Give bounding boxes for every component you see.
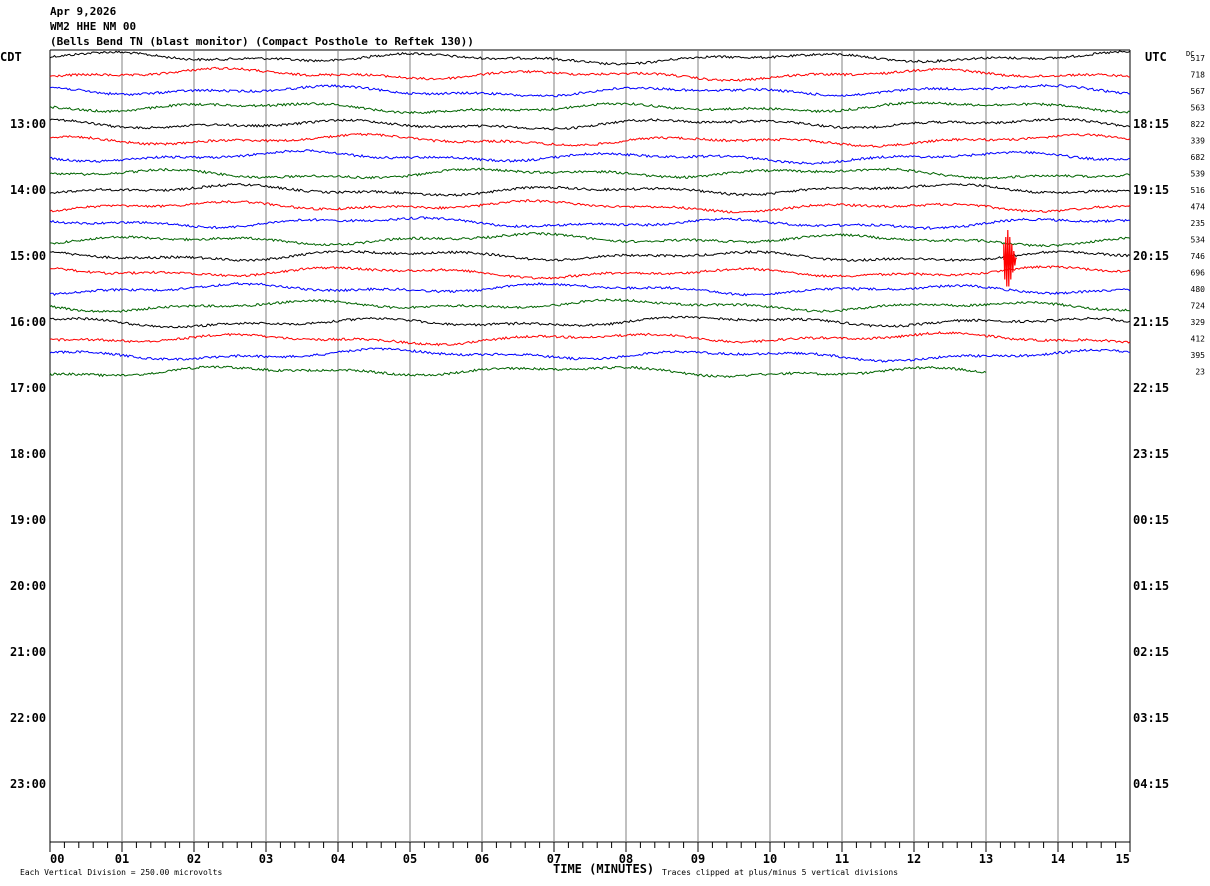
seismic-trace bbox=[49, 132, 1131, 148]
utc-label: UTC bbox=[1145, 50, 1167, 64]
dc-offset-label: 682 bbox=[1191, 153, 1206, 162]
x-tick-label: 02 bbox=[187, 852, 201, 866]
seismic-trace bbox=[49, 298, 1131, 313]
utc-hour-label: 04:15 bbox=[1133, 777, 1169, 791]
utc-hour-label: 18:15 bbox=[1133, 117, 1169, 131]
event-spike bbox=[1003, 229, 1018, 287]
x-tick-label: 11 bbox=[835, 852, 849, 866]
utc-hour-label: 03:15 bbox=[1133, 711, 1169, 725]
x-tick-label: 00 bbox=[50, 852, 64, 866]
seismic-trace bbox=[49, 199, 1131, 214]
x-tick-label: 01 bbox=[115, 852, 129, 866]
dc-offset-label: 822 bbox=[1191, 120, 1206, 129]
clip-note: Traces clipped at plus/minus 5 vertical … bbox=[662, 868, 898, 877]
cdt-hour-label: 21:00 bbox=[10, 645, 46, 659]
x-tick-label: 13 bbox=[979, 852, 993, 866]
cdt-hour-label: 15:00 bbox=[10, 249, 46, 263]
seismic-trace bbox=[49, 149, 1131, 165]
utc-hour-label: 21:15 bbox=[1133, 315, 1169, 329]
x-tick-label: 14 bbox=[1051, 852, 1065, 866]
seismic-trace bbox=[49, 315, 1131, 329]
cdt-hour-label: 23:00 bbox=[10, 777, 46, 791]
dc-offset-label: 235 bbox=[1191, 219, 1206, 228]
seismic-trace bbox=[49, 216, 1131, 230]
cdt-label: CDT bbox=[0, 50, 22, 64]
seismic-trace bbox=[49, 232, 1131, 248]
cdt-hour-label: 17:00 bbox=[10, 381, 46, 395]
dc-offset-label: 718 bbox=[1191, 71, 1206, 80]
x-tick-label: 07 bbox=[547, 852, 561, 866]
utc-hour-label: 20:15 bbox=[1133, 249, 1169, 263]
x-tick-label: 03 bbox=[259, 852, 273, 866]
description-label: (Bells Bend TN (blast monitor) (Compact … bbox=[50, 35, 474, 48]
dc-offset-label: 23 bbox=[1195, 368, 1205, 377]
seismic-trace bbox=[49, 50, 1131, 66]
cdt-hour-label: 22:00 bbox=[10, 711, 46, 725]
cdt-hour-label: 19:00 bbox=[10, 513, 46, 527]
utc-hour-label: 23:15 bbox=[1133, 447, 1169, 461]
x-tick-label: 12 bbox=[907, 852, 921, 866]
dc-offset-label: 516 bbox=[1191, 186, 1206, 195]
x-tick-label: 09 bbox=[691, 852, 705, 866]
dc-offset-label: 539 bbox=[1191, 170, 1206, 179]
seismic-trace bbox=[49, 66, 1131, 83]
cdt-hour-label: 20:00 bbox=[10, 579, 46, 593]
scale-note: Each Vertical Division = 250.00 microvol… bbox=[20, 868, 222, 877]
dc-offset-label: 534 bbox=[1191, 236, 1206, 245]
seismic-trace bbox=[49, 365, 987, 379]
x-tick-label: 04 bbox=[331, 852, 345, 866]
seismic-trace bbox=[49, 347, 1131, 363]
dc-offset-label: 724 bbox=[1191, 302, 1206, 311]
dc-offset-label: 474 bbox=[1191, 203, 1206, 212]
seismic-trace bbox=[49, 265, 1131, 280]
seismic-trace bbox=[49, 250, 1131, 262]
x-tick-label: 05 bbox=[403, 852, 417, 866]
x-tick-label: 06 bbox=[475, 852, 489, 866]
utc-hour-label: 22:15 bbox=[1133, 381, 1169, 395]
dc-offset-label: 329 bbox=[1191, 318, 1206, 327]
seismic-trace bbox=[49, 281, 1131, 297]
dc-label: DC bbox=[1186, 50, 1194, 58]
dc-offset-label: 696 bbox=[1191, 269, 1206, 278]
cdt-hour-label: 18:00 bbox=[10, 447, 46, 461]
seismic-trace bbox=[49, 101, 1131, 115]
dc-offset-label: 563 bbox=[1191, 104, 1206, 113]
seismic-trace bbox=[49, 167, 1131, 180]
dc-offset-label: 339 bbox=[1191, 137, 1206, 146]
cdt-hour-label: 16:00 bbox=[10, 315, 46, 329]
x-axis-title: TIME (MINUTES) bbox=[553, 862, 654, 876]
seismic-trace bbox=[49, 331, 1131, 347]
utc-hour-label: 02:15 bbox=[1133, 645, 1169, 659]
dc-offset-label: 746 bbox=[1191, 252, 1206, 261]
x-tick-label: 08 bbox=[619, 852, 633, 866]
seismic-trace bbox=[49, 83, 1131, 98]
date-label: Apr 9,2026 bbox=[50, 5, 117, 18]
utc-hour-label: 19:15 bbox=[1133, 183, 1169, 197]
dc-offset-label: 412 bbox=[1191, 335, 1206, 344]
dc-offset-label: 517 bbox=[1191, 54, 1206, 63]
x-tick-label: 10 bbox=[763, 852, 777, 866]
station-label: WM2 HHE NM 00 bbox=[50, 20, 136, 33]
seismic-trace bbox=[49, 183, 1131, 197]
x-tick-label: 15 bbox=[1116, 852, 1130, 866]
seismic-trace bbox=[49, 117, 1131, 131]
utc-hour-label: 01:15 bbox=[1133, 579, 1169, 593]
dc-offset-label: 567 bbox=[1191, 87, 1206, 96]
cdt-hour-label: 14:00 bbox=[10, 183, 46, 197]
dc-offset-label: 395 bbox=[1191, 351, 1206, 360]
utc-hour-label: 00:15 bbox=[1133, 513, 1169, 527]
dc-offset-label: 480 bbox=[1191, 285, 1206, 294]
cdt-hour-label: 13:00 bbox=[10, 117, 46, 131]
